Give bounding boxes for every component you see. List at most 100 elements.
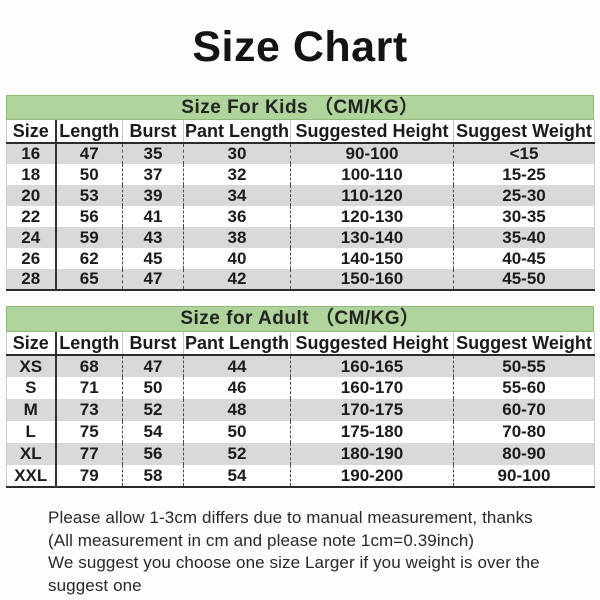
kids-size-table: Size Length Burst Pant Length Suggested … bbox=[6, 120, 595, 291]
table-row: XS 68 47 44 160-165 50-55 bbox=[6, 355, 595, 377]
value-cell: 52 bbox=[183, 443, 291, 465]
value-cell: 54 bbox=[183, 465, 291, 487]
value-cell: 45-50 bbox=[502, 269, 546, 288]
table-row: L 75 54 50 175-180 70-80 bbox=[6, 421, 595, 443]
column-header-pant-length: Pant Length bbox=[183, 332, 291, 356]
value-cell: 43 bbox=[122, 227, 184, 248]
value-cell: 65 bbox=[55, 269, 123, 290]
column-header-size: Size bbox=[6, 332, 57, 356]
value-cell: 71 bbox=[55, 377, 123, 399]
table-row: XXL 79 58 54 190-200 90-100 bbox=[6, 465, 595, 487]
value-cell: 25-30 bbox=[502, 185, 546, 205]
value-cell: 120-130 bbox=[290, 206, 454, 227]
kids-header-row: Size Length Burst Pant Length Suggested … bbox=[6, 120, 595, 144]
value-cell: 15-25 bbox=[502, 164, 546, 184]
value-cell: 50 bbox=[122, 377, 184, 399]
value-cell: 30 bbox=[183, 143, 291, 164]
value-cell: 90-100 bbox=[290, 143, 454, 164]
value-cell: 55-60 bbox=[502, 378, 546, 397]
value-cell: 35 bbox=[122, 143, 184, 164]
value-cell: 62 bbox=[55, 248, 123, 269]
kids-size-section: Size For Kids （CM/KG） Size Length Burst … bbox=[6, 95, 595, 291]
table-row: 22 56 41 36 120-130 30-35 bbox=[6, 206, 595, 227]
size-cell: L bbox=[6, 421, 57, 443]
value-cell: 110-120 bbox=[290, 185, 454, 206]
value-cell: 140-150 bbox=[290, 248, 454, 269]
value-cell: 50-55 bbox=[502, 356, 546, 376]
size-cell: XL bbox=[6, 443, 57, 465]
value-cell: 58 bbox=[122, 465, 184, 487]
measurement-notes: Please allow 1-3cm differs due to manual… bbox=[48, 507, 600, 597]
value-cell: <15 bbox=[509, 144, 539, 163]
value-cell: 41 bbox=[122, 206, 184, 227]
value-cell: 175-180 bbox=[290, 421, 454, 443]
value-cell: 56 bbox=[55, 206, 123, 227]
size-cell: 26 bbox=[6, 248, 57, 269]
value-cell: 54 bbox=[122, 421, 184, 443]
size-cell: 22 bbox=[6, 206, 57, 227]
adult-size-section: Size for Adult （CM/KG） Size Length Burst… bbox=[6, 306, 595, 488]
value-cell: 150-160 bbox=[290, 269, 454, 290]
value-cell: 46 bbox=[183, 377, 291, 399]
column-header-length: Length bbox=[55, 120, 123, 144]
note-line-3: We suggest you choose one size Larger if… bbox=[48, 553, 540, 595]
value-cell: 42 bbox=[183, 269, 291, 290]
adult-size-table: Size Length Burst Pant Length Suggested … bbox=[6, 332, 595, 488]
size-cell: 18 bbox=[6, 164, 57, 185]
value-cell: 47 bbox=[122, 355, 184, 377]
value-cell: 50 bbox=[55, 164, 123, 185]
value-cell: 80-90 bbox=[502, 444, 546, 463]
column-header-suggest-weight: Suggest Weight bbox=[453, 332, 595, 356]
value-cell: 180-190 bbox=[290, 443, 454, 465]
column-header-burst: Burst bbox=[122, 120, 184, 144]
column-header-suggested-height: Suggested Height bbox=[290, 332, 454, 356]
value-cell: 47 bbox=[122, 269, 184, 290]
column-header-suggested-height: Suggested Height bbox=[290, 120, 454, 144]
column-header-length: Length bbox=[55, 332, 123, 356]
value-cell: 40-45 bbox=[502, 248, 546, 268]
value-cell: 44 bbox=[183, 355, 291, 377]
value-cell: 40 bbox=[183, 248, 291, 269]
value-cell: 60-70 bbox=[502, 400, 546, 419]
adult-header-row: Size Length Burst Pant Length Suggested … bbox=[6, 332, 595, 356]
value-cell: 77 bbox=[55, 443, 123, 465]
value-cell: 50 bbox=[183, 421, 291, 443]
value-cell: 35-40 bbox=[502, 227, 546, 247]
size-cell: 20 bbox=[6, 185, 57, 206]
table-row: 20 53 39 34 110-120 25-30 bbox=[6, 185, 595, 206]
value-cell: 47 bbox=[55, 143, 123, 164]
size-cell: 28 bbox=[6, 269, 57, 290]
table-row: XL 77 56 52 180-190 80-90 bbox=[6, 443, 595, 465]
kids-table-banner: Size For Kids （CM/KG） bbox=[6, 95, 594, 120]
size-cell: 24 bbox=[6, 227, 57, 248]
size-cell: 16 bbox=[6, 143, 57, 164]
kids-table-body: 16 47 35 30 90-100 <15 18 50 37 32 100-110 15-25 20 5… bbox=[6, 143, 595, 290]
table-row: S 71 50 46 160-170 55-60 bbox=[6, 377, 595, 399]
table-row: 26 62 45 40 140-150 40-45 bbox=[6, 248, 595, 269]
value-cell: 70-80 bbox=[502, 422, 546, 441]
table-row: 18 50 37 32 100-110 15-25 bbox=[6, 164, 595, 185]
value-cell: 32 bbox=[183, 164, 291, 185]
column-header-pant-length: Pant Length bbox=[183, 120, 291, 144]
page-title: Size Chart bbox=[192, 23, 408, 71]
column-header-suggest-weight: Suggest Weight bbox=[453, 120, 595, 144]
value-cell: 75 bbox=[55, 421, 123, 443]
adult-table-body: XS 68 47 44 160-165 50-55 S 71 50 46 160-170 55-60 M… bbox=[6, 355, 595, 487]
value-cell: 48 bbox=[183, 399, 291, 421]
value-cell: 73 bbox=[55, 399, 123, 421]
note-line-2: (All measurement in cm and please note 1… bbox=[48, 530, 475, 550]
value-cell: 160-170 bbox=[290, 377, 454, 399]
table-row: 16 47 35 30 90-100 <15 bbox=[6, 143, 595, 164]
size-cell: S bbox=[6, 377, 57, 399]
value-cell: 170-175 bbox=[290, 399, 454, 421]
size-cell: XXL bbox=[6, 465, 57, 487]
column-header-size: Size bbox=[6, 120, 57, 144]
size-cell: M bbox=[6, 399, 57, 421]
value-cell: 68 bbox=[55, 355, 123, 377]
note-line-1: Please allow 1-3cm differs due to manual… bbox=[48, 508, 533, 527]
table-row: M 73 52 48 170-175 60-70 bbox=[6, 399, 595, 421]
value-cell: 45 bbox=[122, 248, 184, 269]
value-cell: 56 bbox=[122, 443, 184, 465]
value-cell: 90-100 bbox=[497, 465, 551, 485]
